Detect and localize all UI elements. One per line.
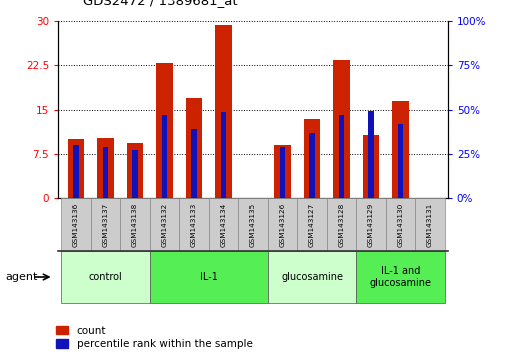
Bar: [356, 198, 385, 251]
Bar: [149, 198, 179, 251]
Text: IL-1 and
glucosamine: IL-1 and glucosamine: [369, 266, 431, 288]
Bar: [326, 198, 356, 251]
Bar: [385, 198, 415, 251]
Text: GSM143129: GSM143129: [367, 202, 373, 247]
Bar: [208, 198, 238, 251]
Text: GSM143134: GSM143134: [220, 202, 226, 247]
Text: GSM143133: GSM143133: [190, 202, 196, 247]
Text: glucosamine: glucosamine: [280, 272, 342, 282]
Bar: [304, 119, 320, 198]
Bar: [333, 59, 349, 198]
Bar: [267, 251, 356, 303]
Bar: [132, 150, 137, 198]
Text: GDS2472 / 1389681_at: GDS2472 / 1389681_at: [83, 0, 238, 7]
Text: GSM143127: GSM143127: [309, 202, 315, 247]
Text: GSM143135: GSM143135: [249, 202, 256, 247]
Bar: [392, 101, 408, 198]
Bar: [73, 145, 78, 198]
Bar: [162, 115, 167, 198]
Bar: [120, 198, 149, 251]
Bar: [368, 110, 373, 198]
Bar: [61, 198, 90, 251]
Bar: [90, 198, 120, 251]
Bar: [397, 124, 402, 198]
Bar: [185, 98, 201, 198]
Text: GSM143126: GSM143126: [279, 202, 285, 247]
Bar: [238, 198, 267, 251]
Bar: [274, 145, 290, 198]
Text: IL-1: IL-1: [199, 272, 217, 282]
Text: control: control: [88, 272, 122, 282]
Bar: [127, 143, 143, 198]
Text: GSM143137: GSM143137: [102, 202, 108, 247]
Text: GSM143136: GSM143136: [73, 202, 79, 247]
Bar: [191, 129, 196, 198]
Text: GSM143132: GSM143132: [161, 202, 167, 247]
Bar: [279, 147, 285, 198]
Text: GSM143128: GSM143128: [338, 202, 344, 247]
Bar: [220, 112, 226, 198]
Bar: [309, 133, 314, 198]
Text: GSM143131: GSM143131: [426, 202, 432, 247]
Bar: [68, 139, 84, 198]
Legend: count, percentile rank within the sample: count, percentile rank within the sample: [56, 326, 252, 349]
Bar: [415, 198, 444, 251]
Bar: [297, 198, 326, 251]
Bar: [156, 63, 172, 198]
Bar: [267, 198, 296, 251]
Bar: [61, 251, 149, 303]
Text: GSM143130: GSM143130: [397, 202, 403, 247]
Bar: [356, 251, 444, 303]
Bar: [338, 115, 343, 198]
Bar: [179, 198, 208, 251]
Bar: [215, 25, 231, 198]
Bar: [97, 138, 113, 198]
Bar: [103, 147, 108, 198]
Bar: [362, 135, 378, 198]
Text: agent: agent: [5, 272, 37, 282]
Text: GSM143138: GSM143138: [132, 202, 138, 247]
Bar: [149, 251, 267, 303]
